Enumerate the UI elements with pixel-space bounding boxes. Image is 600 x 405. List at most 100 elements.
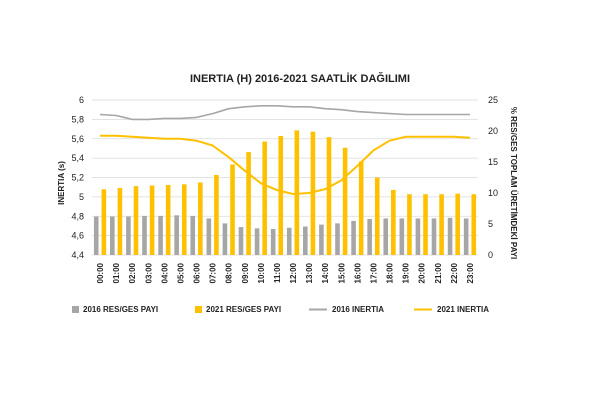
- bar-2016: [335, 223, 340, 255]
- bar-2021: [471, 194, 477, 255]
- x-tick-label: 06:00: [193, 262, 202, 283]
- y-right-tick-label: 20: [488, 126, 498, 136]
- bar-2021: [101, 189, 107, 255]
- bar-2021: [439, 194, 444, 255]
- bar-2021: [246, 152, 251, 255]
- x-tick-label: 12:00: [289, 262, 298, 283]
- y-left-tick-label: 5,8: [71, 114, 84, 124]
- legend-label: 2016 INERTIA: [332, 305, 384, 314]
- bar-2016: [367, 219, 372, 255]
- bar-2016: [270, 228, 276, 255]
- bar-2021: [214, 175, 219, 255]
- legend-label: 2016 RES/GES PAYI: [83, 305, 158, 314]
- bar-2016: [206, 218, 212, 255]
- bar-2021: [407, 194, 412, 255]
- legend: 2016 RES/GES PAYI 2021 RES/GES PAYI 2016 I…: [72, 305, 489, 314]
- bar-2021: [181, 184, 187, 255]
- x-tick-label: 22:00: [450, 262, 459, 283]
- x-tick-label: 13:00: [305, 262, 314, 283]
- y-left-tick-label: 6: [79, 95, 84, 105]
- y-axis-right-label: % RES/GES TOPLAM ÜRETİMDEKİ PAYI: [509, 107, 518, 259]
- legend-label: 2021 RES/GES PAYI: [206, 305, 281, 314]
- bar-2016: [286, 227, 292, 255]
- bar-2016: [93, 216, 99, 255]
- y-axis-right-ticks: 0 5 10 15 20 25: [488, 95, 498, 260]
- y-left-tick-label: 5,6: [71, 134, 84, 144]
- bar-layer: [93, 130, 477, 255]
- x-tick-label: 00:00: [96, 262, 105, 283]
- x-tick-label: 18:00: [386, 262, 395, 283]
- y-axis-left-label: INERTIA (s): [57, 161, 66, 205]
- bar-2021: [374, 177, 380, 255]
- x-tick-label: 02:00: [128, 262, 137, 283]
- x-tick-label: 20:00: [418, 262, 427, 283]
- bar-2021: [198, 182, 203, 255]
- bar-2021: [165, 184, 171, 255]
- x-axis-ticks: 00:00 01:00 02:00 03:00 04:00 05:00 06:00 07:00…: [96, 262, 475, 283]
- x-tick-label: 14:00: [321, 262, 330, 283]
- bar-2016: [222, 223, 228, 255]
- legend-swatch: [195, 306, 202, 313]
- bar-2021: [391, 189, 396, 255]
- y-left-tick-label: 4,8: [71, 211, 84, 221]
- bar-2021: [455, 193, 460, 255]
- bar-2021: [294, 130, 300, 255]
- bar-2021: [342, 147, 348, 255]
- y-right-tick-label: 10: [488, 188, 498, 198]
- bar-2021: [230, 164, 235, 255]
- y-left-tick-label: 5,2: [71, 173, 84, 183]
- y-left-tick-label: 4,4: [71, 250, 84, 260]
- bar-2021: [423, 194, 428, 255]
- x-tick-label: 01:00: [112, 262, 121, 283]
- y-left-tick-label: 5: [79, 192, 84, 202]
- x-tick-label: 03:00: [144, 262, 153, 283]
- bar-2016: [463, 218, 469, 255]
- line-layer: [99, 105, 471, 195]
- x-tick-label: 08:00: [225, 262, 234, 283]
- y-left-tick-label: 5,4: [71, 153, 84, 163]
- bar-2016: [110, 216, 115, 255]
- bar-2016: [415, 218, 421, 255]
- bar-2016: [399, 218, 405, 255]
- x-tick-label: 17:00: [369, 262, 378, 283]
- x-tick-label: 21:00: [434, 262, 443, 283]
- bar-2016: [254, 228, 260, 255]
- x-tick-label: 05:00: [176, 262, 185, 283]
- x-tick-label: 19:00: [402, 262, 411, 283]
- y-right-tick-label: 25: [488, 95, 498, 105]
- x-tick-label: 15:00: [337, 262, 346, 283]
- x-tick-label: 10:00: [257, 262, 266, 283]
- bar-2016: [383, 218, 389, 255]
- x-tick-label: 16:00: [353, 262, 362, 283]
- y-axis-left-ticks: 4,4 4,6 4,8 5 5,2 5,4 5,6 5,8 6: [71, 95, 84, 260]
- legend-label: 2021 INERTIA: [437, 305, 489, 314]
- bar-2016: [303, 226, 308, 255]
- bar-2021: [117, 188, 123, 255]
- y-right-tick-label: 5: [488, 219, 493, 229]
- bar-2016: [142, 215, 147, 255]
- x-tick-label: 11:00: [273, 262, 282, 283]
- bar-2021: [278, 135, 284, 255]
- x-tick-label: 09:00: [241, 262, 250, 283]
- bar-2016: [158, 215, 163, 255]
- bar-2021: [326, 137, 332, 255]
- bar-2016: [319, 224, 324, 255]
- bar-2021: [149, 185, 155, 255]
- bar-2016: [190, 215, 196, 255]
- chart-title: INERTIA (H) 2016-2021 SAATLİK DAĞILIMI: [190, 72, 410, 85]
- bar-2021: [133, 186, 139, 255]
- y-right-tick-label: 0: [488, 250, 493, 260]
- y-right-tick-label: 15: [488, 157, 498, 167]
- bar-2016: [126, 216, 131, 255]
- bar-2016: [351, 220, 356, 255]
- bar-2021: [262, 141, 267, 255]
- bar-2016: [174, 215, 179, 255]
- bar-2021: [310, 131, 316, 255]
- line-2016-inertia: [99, 105, 470, 121]
- y-left-tick-label: 4,6: [71, 231, 84, 241]
- line-2021-inertia: [100, 134, 471, 195]
- x-tick-label: 23:00: [466, 262, 475, 283]
- bar-2021: [358, 161, 364, 255]
